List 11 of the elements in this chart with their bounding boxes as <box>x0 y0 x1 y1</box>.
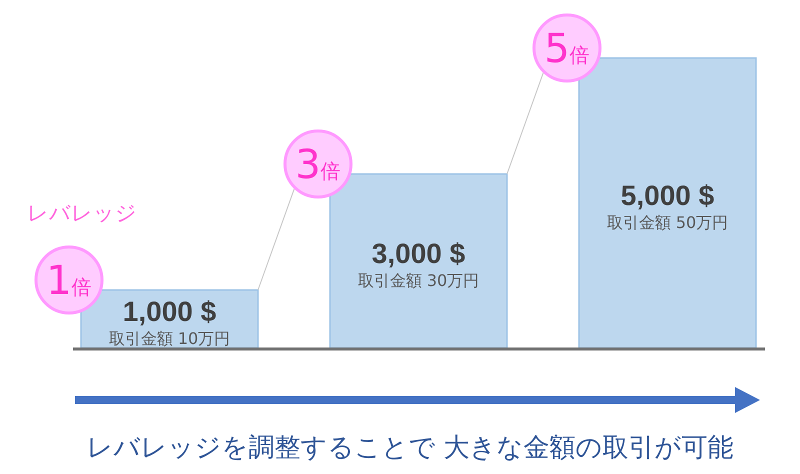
x-axis-title: レバレッジ <box>27 201 137 225</box>
x-tick-label: 3倍 <box>295 142 341 188</box>
annotation: 取引金額 30万円 <box>358 271 480 290</box>
data-label: 3,000 $ <box>372 238 466 269</box>
x-tick-label: 1倍 <box>46 258 92 304</box>
data-label: 1,000 $ <box>122 296 217 327</box>
annotation: 取引金額 50万円 <box>606 213 728 232</box>
text: レバレッジを調整することで 大きな金額の取引が可能 <box>86 433 734 463</box>
annotation: 取引金額 10万円 <box>108 329 230 348</box>
x-tick-label: 5倍 <box>544 26 590 72</box>
data-label: 5,000 $ <box>620 180 715 211</box>
